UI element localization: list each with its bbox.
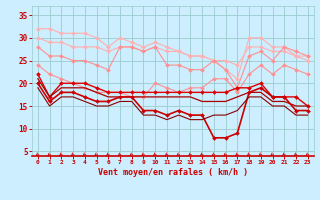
X-axis label: Vent moyen/en rafales ( km/h ): Vent moyen/en rafales ( km/h )	[98, 168, 248, 177]
